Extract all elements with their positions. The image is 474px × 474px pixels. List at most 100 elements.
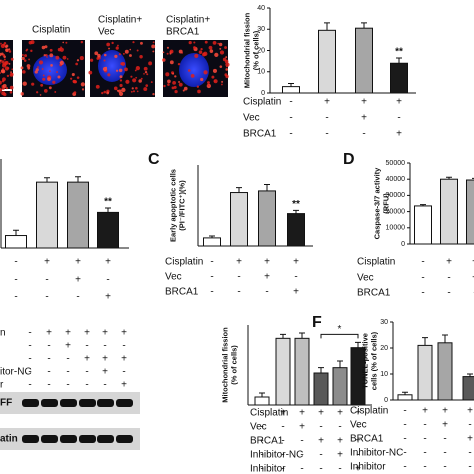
error-bar (209, 235, 215, 238)
nucleus (179, 53, 209, 87)
y-axis-label: (PI⁻/FITC⁺)(%) (177, 180, 186, 231)
mitochondrion (221, 80, 224, 83)
mitochondrion (200, 77, 204, 82)
mitochondrion (207, 81, 210, 84)
mitochondrion (81, 88, 85, 91)
blot-sign: - (103, 341, 106, 352)
y-tick-label: 30 (257, 26, 265, 33)
condition-sign: + (337, 408, 343, 419)
y-tick-label: 40 (257, 5, 265, 12)
blot-sign: - (28, 367, 31, 378)
mitochondrion (41, 45, 46, 50)
error-bar (420, 204, 426, 206)
bar (355, 27, 373, 94)
mitochondrion (178, 49, 183, 54)
mitochondrion (0, 61, 1, 65)
condition-sign: - (289, 97, 292, 108)
mitochondrion (167, 79, 171, 84)
mitochondrion (75, 62, 78, 66)
blot-sign: - (47, 367, 50, 378)
condition-sign: + (299, 422, 305, 433)
blot-sign: - (28, 341, 31, 352)
condition-sign: - (294, 272, 297, 283)
mitochondrion (213, 80, 216, 82)
mitochondrion (28, 58, 31, 61)
mitochondrion (143, 73, 145, 75)
micrograph-label: BRCA1 (166, 27, 200, 38)
bar (97, 211, 119, 249)
blot-sign: + (121, 328, 127, 339)
mitochondrion (8, 62, 11, 65)
condition-label: BRCA1 (250, 436, 284, 447)
condition-label: Vec (243, 113, 260, 124)
blot-sign: - (122, 341, 125, 352)
mitochondrion (218, 42, 223, 47)
bar (397, 394, 413, 401)
mitochondrion (5, 86, 9, 90)
mitochondrion (41, 68, 44, 70)
mitochondrion (44, 45, 48, 49)
condition-label: BRCA1 (357, 288, 391, 299)
condition-label: Cisplatin (165, 257, 203, 268)
mitochondrion (0, 72, 1, 75)
condition-sign: - (45, 292, 48, 303)
mitochondrion (145, 84, 149, 87)
significance: * (338, 324, 342, 335)
panel-label: C (148, 151, 160, 168)
condition-sign: - (300, 450, 303, 461)
mitochondrion (62, 41, 65, 44)
condition-sign: - (289, 113, 292, 124)
condition-label: BRCA1 (350, 434, 384, 445)
mitochondrion (8, 48, 11, 51)
mitochondrion (174, 90, 178, 94)
condition-sign: + (44, 257, 50, 268)
mitochondrion (225, 74, 229, 79)
mitochondrion (20, 92, 24, 96)
mitochondrion (135, 65, 141, 71)
mitochondrion (169, 52, 172, 55)
band (116, 435, 133, 443)
mitochondrion (2, 84, 7, 89)
condition-sign: - (210, 287, 213, 298)
mitochondrion (2, 77, 6, 82)
mitochondrion (3, 58, 6, 61)
mitochondrion (0, 88, 3, 92)
mitochondrion (0, 59, 2, 62)
mitochondrion (39, 94, 42, 96)
mitochondrion (124, 49, 129, 54)
mitochondrion (52, 80, 56, 84)
mitochondrion (38, 60, 44, 65)
mitochondrion (88, 70, 93, 75)
condition-label: Vec (250, 422, 267, 433)
mitochondrion (121, 87, 126, 93)
condition-sign: - (338, 422, 341, 433)
y-axis-label: TUNEL-positive (360, 333, 369, 389)
condition-sign: - (237, 272, 240, 283)
mitochondrion (151, 44, 156, 49)
condition-sign: - (76, 292, 79, 303)
blot-row-label: r (0, 380, 4, 391)
error-bar (44, 177, 50, 183)
mitochondrion (31, 82, 35, 86)
mitochondrion (21, 54, 24, 56)
mitochondrion (188, 40, 192, 45)
mitochondrion (26, 64, 31, 68)
bar (313, 372, 329, 406)
mitochondrion (119, 83, 123, 88)
mitochondrion (47, 77, 51, 82)
mitochondrion (2, 63, 7, 68)
error-bar (402, 391, 408, 395)
condition-sign: + (442, 420, 448, 431)
mitochondrion (211, 75, 215, 79)
y-tick-label: 50000 (386, 160, 406, 167)
bar (258, 190, 276, 247)
bar (294, 337, 310, 406)
blot-label: FF (0, 398, 12, 409)
mitochondrion (49, 53, 54, 58)
mitochondrion (129, 48, 132, 51)
y-tick-label: 30000 (386, 192, 406, 199)
condition-sign: - (14, 292, 17, 303)
condition-label: Inhibitor-NC (250, 450, 303, 461)
bar (414, 205, 432, 245)
error-bar (396, 57, 402, 64)
